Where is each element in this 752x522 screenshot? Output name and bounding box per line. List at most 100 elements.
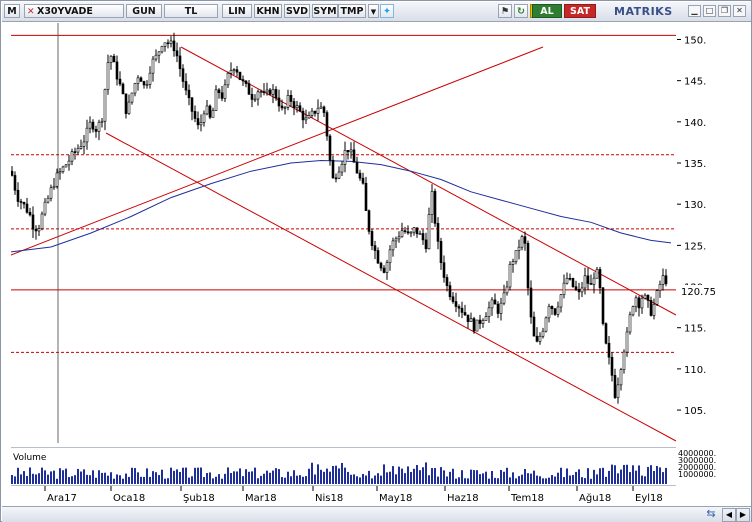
scroll-right-button[interactable]: ▶ [736,508,750,522]
lower-channel-line[interactable] [105,132,676,442]
candle-body [88,121,92,129]
candle-body [475,319,479,332]
volume-bar [128,476,130,484]
candle-body [46,197,50,203]
candle-body [460,307,464,313]
chevron-left-icon: ◀ [725,510,733,519]
candle-body [352,149,356,163]
candle-body [238,71,242,80]
candle-body [346,150,350,153]
price-chart[interactable] [11,23,676,443]
template-button[interactable]: TMP [338,4,366,18]
volume-bar [455,478,457,484]
symbol-selector[interactable]: ✕ X30YVADE [24,4,124,18]
volume-bar [359,477,361,484]
candle-body [583,275,587,289]
sync-button[interactable]: ⇆ [702,507,720,521]
volume-bar [380,475,382,484]
volume-bar [578,469,580,484]
twitter-button[interactable]: ✦ [380,4,394,18]
volume-bar [65,468,67,484]
candle-body [343,150,347,165]
khn-button[interactable]: KHN [254,4,282,18]
period-button[interactable]: GUN [126,4,162,18]
flag-button[interactable]: ⚑ [498,4,512,18]
volume-bar [566,468,568,484]
volume-bar [632,465,634,484]
volume-bar [572,474,574,484]
candle-body [13,175,17,191]
volume-bar [569,475,571,484]
svd-button[interactable]: SVD [284,4,310,18]
date-tick-label: Ara17 [47,493,77,504]
candle-body [520,236,524,248]
volume-bar [470,469,472,484]
rising-trendline[interactable] [11,46,544,256]
volume-bar [179,471,181,484]
candle-body [196,118,200,126]
volume-bar [479,474,481,484]
candle-body [121,83,125,95]
volume-bar [512,472,514,484]
volume-bar [422,467,424,484]
volume-bar [164,478,166,484]
candle-body [514,250,518,262]
volume-bar [140,476,142,484]
volume-bar [515,478,517,484]
candle-body [550,305,554,309]
volume-bar [368,470,370,484]
volume-bar [506,467,508,484]
volume-bar [641,475,643,484]
candle-body [328,135,332,161]
volume-bar [17,467,19,484]
candle-body [598,269,602,289]
candle-body [415,227,419,235]
volume-tick-label: 4000000. [678,449,716,458]
candle-body [11,170,14,176]
template-dropdown[interactable]: ▼ [368,4,379,18]
sync-icon: ⇆ [706,507,716,520]
volume-bar [656,466,658,484]
candle-body [616,384,620,398]
menu-m-button[interactable]: M [4,4,20,18]
candle-body [439,241,443,263]
volume-bar [329,471,331,484]
volume-panel[interactable]: Volume [11,447,676,484]
volume-bar [38,473,40,484]
volume-bar [170,467,172,484]
candle-body [208,105,212,118]
linear-scale-button[interactable]: LIN [222,4,252,18]
restore-button[interactable]: ❐ [718,5,731,17]
close-button[interactable]: ✕ [733,5,746,17]
candle-body [295,105,299,108]
candle-body [244,80,248,84]
restore-icon: ❐ [720,6,729,15]
minimize-button[interactable]: ▁ [688,5,701,17]
volume-bar [434,467,436,484]
upper-channel-line[interactable] [180,46,676,316]
maximize-button[interactable]: □ [703,5,716,17]
volume-bar [200,467,202,484]
candle-body [229,70,233,74]
volume-bar [584,478,586,484]
candle-body [628,314,632,333]
volume-bar [617,473,619,484]
volume-bar [539,476,541,484]
price-tick-label: 150. [684,35,706,46]
candle-body [607,342,611,358]
scroll-left-button[interactable]: ◀ [722,508,736,522]
refresh-button[interactable]: ↻ [514,4,528,18]
volume-bar [461,470,463,484]
candle-body [490,299,494,309]
buy-button[interactable]: AL [532,4,562,18]
volume-bar [224,473,226,484]
currency-button[interactable]: TL [164,4,218,18]
candle-body [76,148,80,153]
volume-bar [53,470,55,484]
candle-body [577,288,581,293]
sym-button[interactable]: SYM [312,4,338,18]
volume-bar [308,468,310,484]
candle-body [658,284,662,291]
sell-button[interactable]: SAT [564,4,596,18]
candle-body [580,287,584,293]
